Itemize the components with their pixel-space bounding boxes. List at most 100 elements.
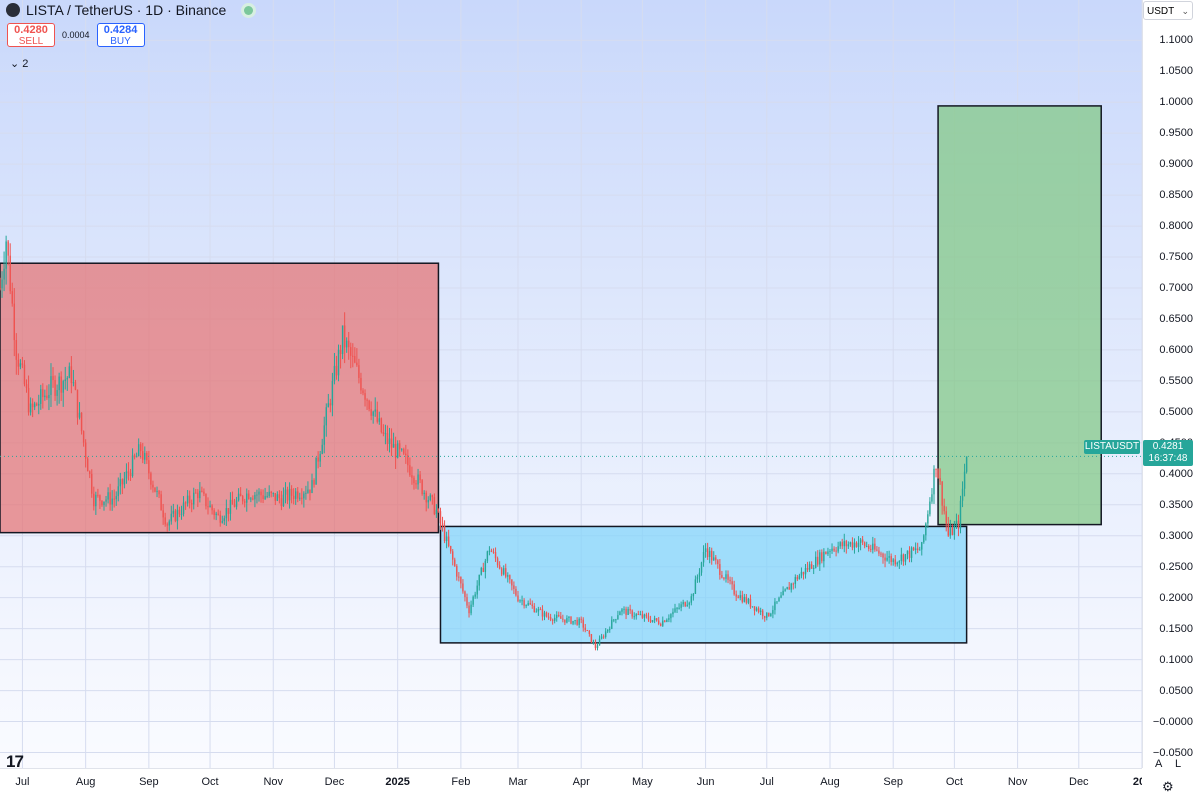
auto-scale-button[interactable]: A xyxy=(1155,758,1163,770)
time-tick-label: Feb xyxy=(451,776,471,788)
candle-body xyxy=(352,355,354,357)
candle-body xyxy=(86,458,89,472)
candle-body xyxy=(941,481,943,506)
candle-body xyxy=(272,492,274,494)
candle-body xyxy=(904,554,907,562)
chart-canvas[interactable] xyxy=(0,0,1142,768)
candle-body xyxy=(180,513,183,515)
candle-body xyxy=(641,614,644,618)
price-axis[interactable]: 1.1000 1.0500 1.0000 0.9500 0.9000 0.8500 0.80… xyxy=(1142,0,1200,768)
candle-body xyxy=(15,340,18,360)
candle-body xyxy=(502,568,505,575)
candle-body xyxy=(494,552,497,559)
candle-body xyxy=(598,638,601,646)
price-tick-label: 1.0500 xyxy=(1159,65,1193,78)
candle-body xyxy=(615,619,617,621)
candle-body xyxy=(602,636,605,638)
symbol-title[interactable]: LISTA / TetherUS · 1D · Binance xyxy=(26,2,227,18)
candle-body xyxy=(943,505,945,512)
candle-body xyxy=(19,363,22,367)
candle-body xyxy=(146,453,148,461)
candle-body xyxy=(74,382,77,390)
candle-body xyxy=(631,610,633,617)
candle-body xyxy=(139,444,142,452)
candle-body xyxy=(480,567,482,575)
candle-body xyxy=(886,557,888,561)
candle-body xyxy=(93,493,95,507)
candle-body xyxy=(827,551,829,555)
spread-value: 0.0004 xyxy=(62,30,90,40)
time-tick-label: Aug xyxy=(820,776,840,788)
sell-label: SELL xyxy=(18,36,44,47)
sell-button[interactable]: 0.4280 SELL xyxy=(7,23,55,47)
price-tick-label: 0.4000 xyxy=(1159,467,1193,480)
candle-body xyxy=(666,619,668,622)
candle-body xyxy=(321,444,323,454)
candle-body xyxy=(574,619,576,621)
symbol-header: LISTA / TetherUS · 1D · Binance xyxy=(6,2,254,18)
symbol-price-label: LISTAUSDT xyxy=(1084,440,1140,454)
currency-select[interactable]: USDT ⌄ xyxy=(1143,1,1193,20)
candle-body xyxy=(282,494,285,507)
target-zone xyxy=(937,105,1102,526)
candle-body xyxy=(639,614,642,616)
candle-body xyxy=(710,550,713,561)
log-scale-button[interactable]: L xyxy=(1175,758,1182,770)
buy-button[interactable]: 0.4284 BUY xyxy=(96,23,145,47)
candle-body xyxy=(596,645,599,649)
candle-body xyxy=(484,560,487,572)
candle-body xyxy=(855,542,858,547)
candle-body xyxy=(553,617,556,621)
candle-body xyxy=(35,403,38,406)
candle-body xyxy=(704,548,707,553)
indicators-toggle[interactable]: ⌄ 2 xyxy=(10,57,28,70)
candle-body xyxy=(521,600,523,602)
tradingview-logo-icon[interactable]: 17 xyxy=(6,752,24,771)
candle-body xyxy=(515,588,517,596)
candle-body xyxy=(817,556,819,565)
candle-body xyxy=(137,444,140,457)
candle-body xyxy=(333,365,336,382)
candle-body xyxy=(348,340,350,348)
candle-body xyxy=(865,546,868,548)
candle-body xyxy=(95,494,97,507)
candle-body xyxy=(649,619,652,622)
candlestick-chart[interactable] xyxy=(0,0,1142,768)
candle-body xyxy=(278,494,281,499)
candle-body xyxy=(539,609,542,611)
candle-body xyxy=(509,575,511,580)
candle-body xyxy=(29,403,32,413)
candle-body xyxy=(684,602,686,607)
candle-body xyxy=(500,568,503,575)
candle-body xyxy=(690,596,693,603)
candle-body xyxy=(160,494,162,511)
candle-body xyxy=(590,634,593,643)
gear-icon[interactable]: ⚙ xyxy=(1162,779,1174,794)
candle-body xyxy=(46,395,48,399)
candle-body xyxy=(425,492,427,503)
candle-body xyxy=(72,382,75,384)
candle-body xyxy=(935,468,937,470)
candle-body xyxy=(560,616,562,619)
candle-body xyxy=(912,547,915,550)
price-tick-label: 0.7000 xyxy=(1159,282,1193,294)
currency-value: USDT xyxy=(1147,6,1175,17)
candle-body xyxy=(121,479,124,485)
candle-body xyxy=(900,554,903,561)
candle-body xyxy=(841,542,843,547)
candle-body xyxy=(305,492,307,494)
candle-body xyxy=(241,496,244,502)
candle-body xyxy=(142,451,144,460)
price-tick-label: 0.3000 xyxy=(1159,529,1193,542)
candle-body xyxy=(327,403,330,408)
candle-body xyxy=(921,542,923,550)
candle-body xyxy=(566,617,568,623)
candle-body xyxy=(549,617,552,620)
candle-body xyxy=(62,381,64,393)
candle-body xyxy=(166,524,168,526)
time-axis[interactable]: Jul Aug Sep Oct Nov Dec 2025 Feb Mar Apr May Jun Jul… xyxy=(0,768,1151,795)
candle-body xyxy=(225,508,228,519)
candle-body xyxy=(323,425,325,445)
candle-body xyxy=(694,579,697,594)
candle-body xyxy=(40,389,42,404)
